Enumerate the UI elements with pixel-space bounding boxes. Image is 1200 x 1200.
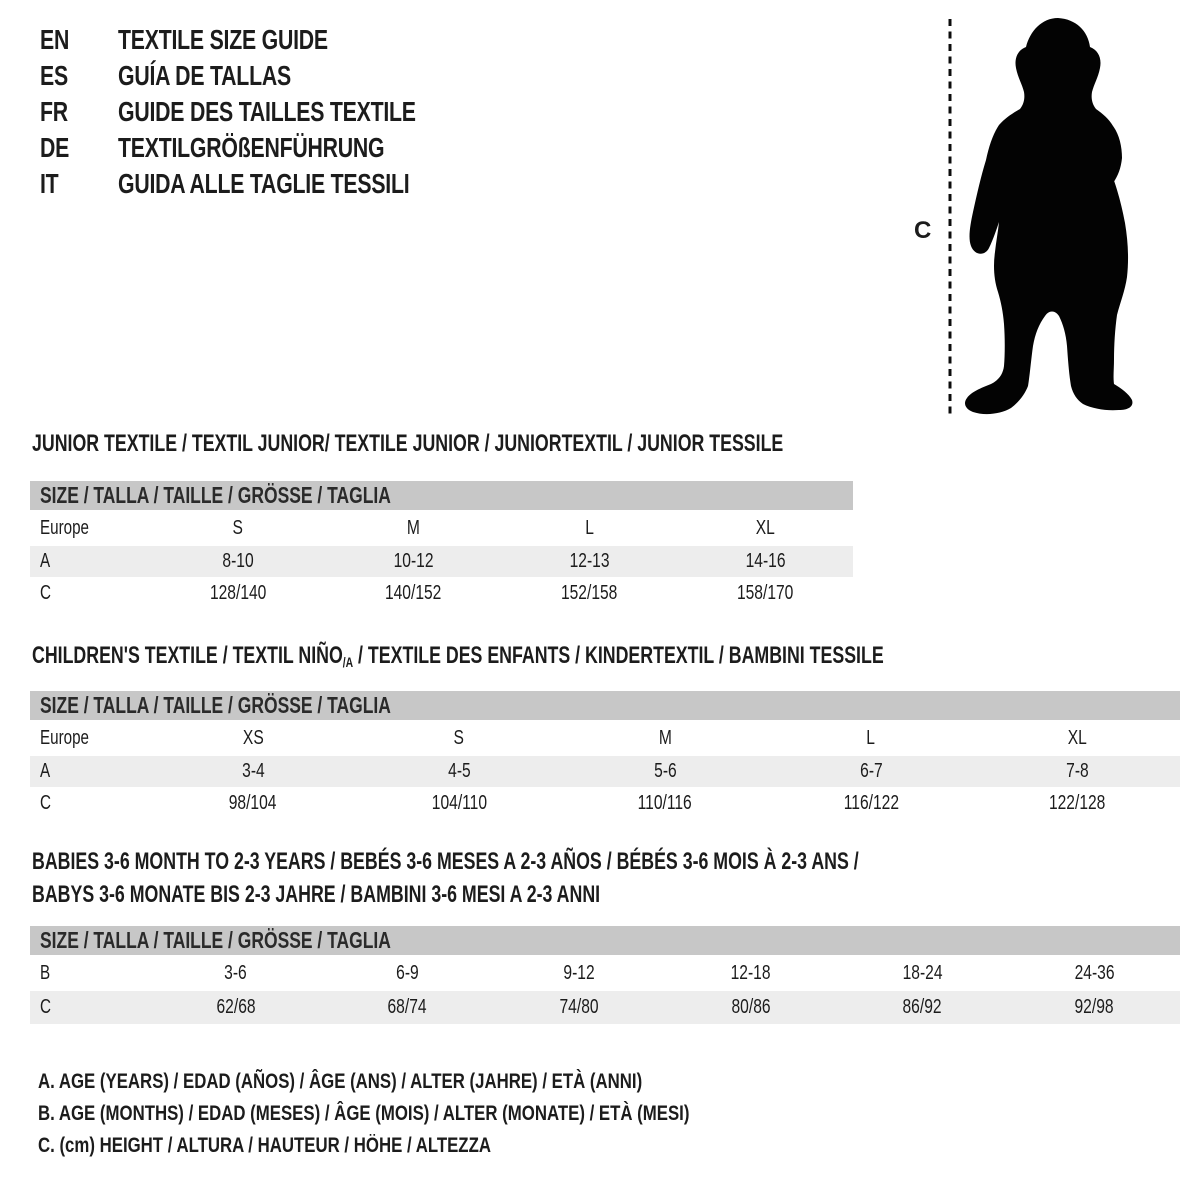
height-figure: C: [900, 5, 1150, 425]
table-cell: 18-24: [902, 961, 943, 984]
table-row-c: C 62/68 68/74 74/80 80/86 86/92 92/98: [30, 991, 1180, 1024]
row-label: C: [40, 792, 51, 814]
table-row-c: C 128/140 140/152 152/158 158/170: [30, 577, 853, 610]
table-cell: 10-12: [393, 550, 434, 572]
table-cell: 4-5: [447, 760, 471, 782]
table-cell: 92/98: [1074, 996, 1114, 1018]
row-label: A: [40, 760, 51, 782]
children-table-title: CHILDREN'S TEXTILE / TEXTIL NIÑO/A / TEX…: [32, 642, 884, 670]
row-label: C: [40, 582, 51, 604]
table-cell: L: [866, 726, 876, 749]
size-header-bar: SIZE / TALLA / TAILLE / GRÖSSE / TAGLIA: [30, 481, 853, 510]
table-cell: 140/152: [385, 582, 442, 604]
language-code: ES: [40, 60, 68, 91]
table-row-b: B 3-6 6-9 9-12 12-18 18-24 24-36: [30, 955, 1180, 991]
table-cell: 12-18: [730, 961, 771, 984]
table-cell: 12-13: [569, 550, 610, 572]
language-title: TEXTILGRÖßENFÜHRUNG: [118, 132, 385, 163]
note-a: A. AGE (YEARS) / EDAD (AÑOS) / ÂGE (ANS)…: [38, 1070, 643, 1093]
table-cell: XL: [1067, 726, 1087, 749]
row-label: B: [40, 961, 51, 984]
language-row-fr: FR GUIDE DES TAILLES TEXTILE: [40, 94, 510, 130]
height-c-label: C: [914, 217, 932, 244]
table-cell: S: [453, 726, 465, 749]
table-row-c: C 98/104 104/110 110/116 116/122 122/128: [30, 787, 1180, 820]
language-code: DE: [40, 132, 70, 163]
language-row-en: EN TEXTILE SIZE GUIDE: [40, 22, 510, 58]
nino-a-subscript: /A: [342, 654, 354, 670]
babies-table: SIZE / TALLA / TAILLE / GRÖSSE / TAGLIA …: [30, 926, 1180, 1024]
language-row-de: DE TEXTILGRÖßENFÜHRUNG: [40, 130, 510, 166]
language-code: EN: [40, 24, 70, 55]
table-cell: 6-9: [396, 961, 419, 984]
table-cell: 6-7: [859, 760, 883, 782]
language-title: GUIDE DES TAILLES TEXTILE: [118, 96, 416, 127]
table-cell: S: [232, 516, 244, 539]
table-cell: 3-4: [241, 760, 265, 782]
language-row-it: IT GUIDA ALLE TAGLIE TESSILI: [40, 166, 510, 202]
toddler-silhouette-svg: [948, 18, 1133, 415]
table-cell: L: [585, 516, 594, 539]
language-title: TEXTILE SIZE GUIDE: [118, 24, 328, 55]
table-row-europe: Europe XS S M L XL: [30, 720, 1180, 756]
language-title: GUIDA ALLE TAGLIE TESSILI: [118, 168, 410, 199]
language-row-es: ES GUÍA DE TALLAS: [40, 58, 510, 94]
toddler-silhouette: [965, 18, 1133, 415]
table-cell: 5-6: [653, 760, 677, 782]
table-cell: 24-36: [1074, 961, 1115, 984]
size-header-bar: SIZE / TALLA / TAILLE / GRÖSSE / TAGLIA: [30, 691, 1180, 720]
table-cell: 152/158: [561, 582, 618, 604]
table-cell: 7-8: [1065, 760, 1089, 782]
table-cell: 68/74: [387, 996, 428, 1018]
junior-table: SIZE / TALLA / TAILLE / GRÖSSE / TAGLIA …: [30, 481, 853, 610]
row-label: Europe: [40, 516, 90, 539]
row-label: Europe: [40, 726, 90, 749]
table-cell: 122/128: [1048, 792, 1106, 814]
table-cell: 8-10: [222, 550, 254, 572]
table-cell: 128/140: [209, 582, 267, 604]
table-cell: 74/80: [559, 996, 599, 1018]
table-cell: 110/116: [637, 792, 693, 814]
table-cell: 104/110: [431, 792, 487, 814]
language-code: IT: [40, 168, 59, 199]
table-cell: 98/104: [229, 792, 277, 814]
table-cell: XS: [242, 726, 264, 749]
table-cell: M: [407, 516, 421, 539]
table-cell: 9-12: [563, 961, 595, 984]
table-row-europe: Europe S M L XL: [30, 510, 853, 546]
row-label: C: [40, 996, 51, 1018]
table-cell: 158/170: [736, 582, 794, 604]
note-c: C. (cm) HEIGHT / ALTURA / HAUTEUR / HÖHE…: [38, 1134, 491, 1157]
note-b: B. AGE (MONTHS) / EDAD (MESES) / ÂGE (MO…: [38, 1102, 690, 1125]
language-code: FR: [40, 96, 68, 127]
table-row-a: A 8-10 10-12 12-13 14-16: [30, 546, 853, 577]
table-cell: 116/122: [843, 792, 899, 814]
table-cell: 86/92: [902, 996, 943, 1018]
table-cell: 80/86: [731, 996, 771, 1018]
language-title: GUÍA DE TALLAS: [118, 60, 291, 91]
junior-table-title: JUNIOR TEXTILE / TEXTIL JUNIOR/ TEXTILE …: [32, 430, 784, 457]
language-list: EN TEXTILE SIZE GUIDE ES GUÍA DE TALLAS …: [40, 22, 510, 202]
legend-notes: A. AGE (YEARS) / EDAD (AÑOS) / ÂGE (ANS)…: [38, 1066, 852, 1162]
table-cell: XL: [755, 516, 775, 539]
table-cell: 14-16: [745, 550, 786, 572]
table-row-a: A 3-4 4-5 5-6 6-7 7-8: [30, 756, 1180, 787]
babies-table-title: BABIES 3-6 MONTH TO 2-3 YEARS / BEBÉS 3-…: [32, 848, 859, 908]
children-table: SIZE / TALLA / TAILLE / GRÖSSE / TAGLIA …: [30, 691, 1180, 820]
table-cell: 3-6: [224, 961, 248, 984]
table-cell: 62/68: [216, 996, 256, 1018]
size-header-bar: SIZE / TALLA / TAILLE / GRÖSSE / TAGLIA: [30, 926, 1180, 955]
table-cell: M: [658, 726, 672, 749]
row-label: A: [40, 550, 51, 572]
